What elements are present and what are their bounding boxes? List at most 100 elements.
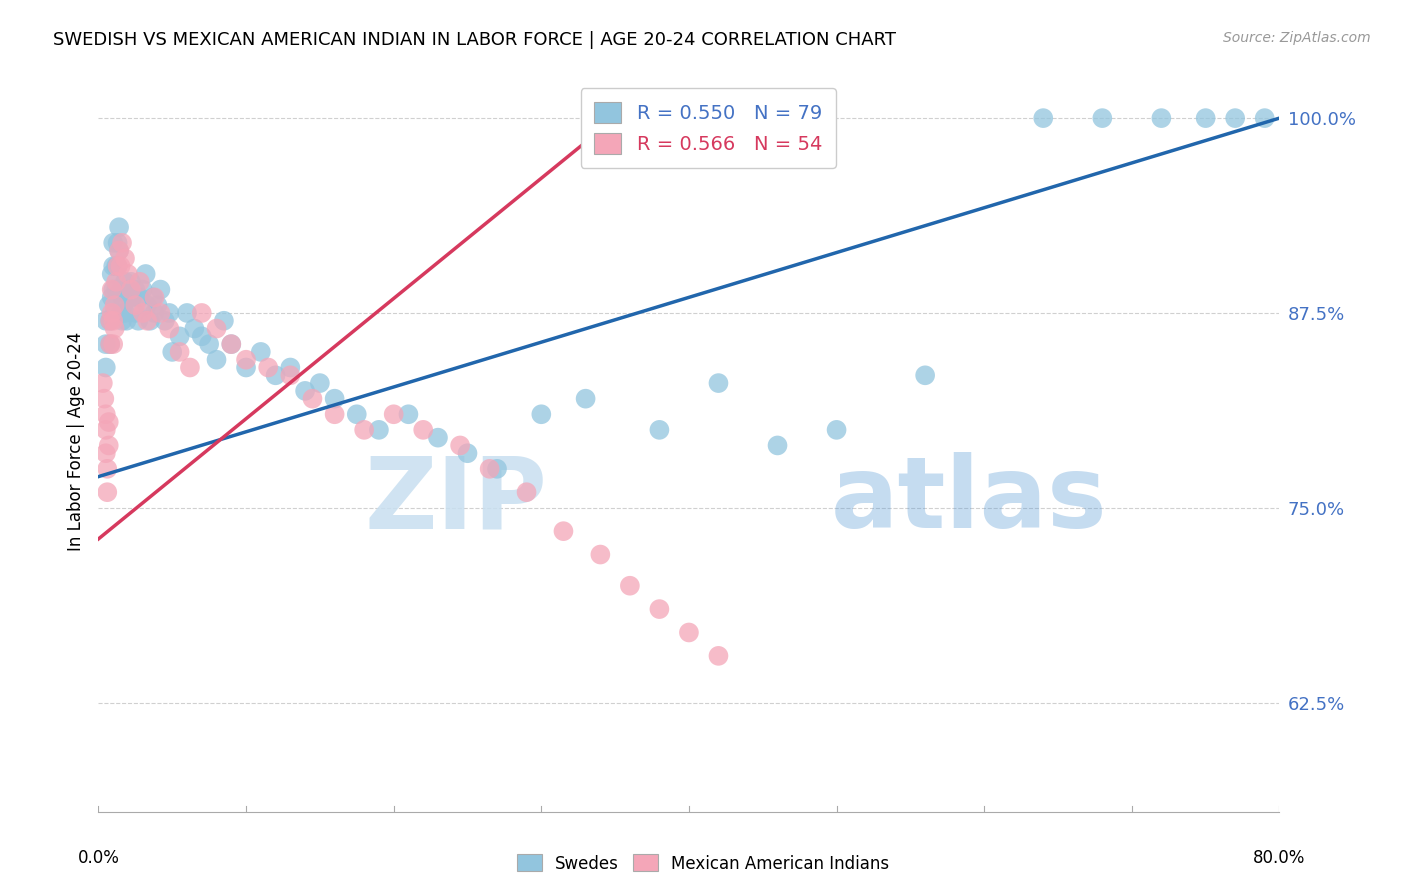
Text: Source: ZipAtlas.com: Source: ZipAtlas.com: [1223, 31, 1371, 45]
Point: [94, 407, 117, 421]
Point: [103, 283, 125, 297]
Point: [162, 345, 183, 359]
Point: [149, 306, 172, 320]
Point: [323, 392, 346, 406]
Point: [114, 306, 136, 320]
Text: ZIP: ZIP: [364, 452, 547, 549]
Point: [98, 314, 121, 328]
Point: [169, 345, 191, 359]
Point: [98, 337, 121, 351]
Point: [110, 306, 132, 320]
Point: [135, 267, 157, 281]
Point: [107, 259, 129, 273]
Point: [97, 438, 120, 452]
Point: [127, 314, 149, 328]
Point: [309, 376, 332, 390]
Point: [1032, 111, 1054, 125]
Point: [914, 368, 936, 383]
Point: [678, 625, 700, 640]
Point: [114, 252, 136, 266]
Point: [97, 415, 120, 429]
Point: [516, 485, 538, 500]
Point: [205, 352, 228, 367]
Point: [98, 337, 121, 351]
Point: [117, 267, 139, 281]
Point: [221, 337, 243, 351]
Point: [212, 314, 235, 328]
Point: [1225, 111, 1247, 125]
Point: [100, 290, 122, 304]
Point: [108, 244, 131, 258]
Text: SWEDISH VS MEXICAN AMERICAN INDIAN IN LABOR FORCE | AGE 20-24 CORRELATION CHART: SWEDISH VS MEXICAN AMERICAN INDIAN IN LA…: [53, 31, 897, 49]
Point: [139, 314, 162, 328]
Point: [94, 446, 117, 460]
Point: [120, 283, 142, 297]
Point: [294, 384, 316, 398]
Point: [301, 392, 323, 406]
Point: [100, 306, 122, 320]
Point: [98, 314, 121, 328]
Point: [104, 321, 127, 335]
Point: [1195, 111, 1218, 125]
Point: [111, 314, 134, 328]
Point: [104, 298, 127, 312]
Point: [648, 602, 671, 616]
Point: [94, 314, 117, 328]
Point: [124, 283, 146, 297]
Point: [103, 235, 125, 250]
Text: 0.0%: 0.0%: [77, 849, 120, 867]
Point: [120, 275, 142, 289]
Point: [107, 259, 129, 273]
Point: [121, 290, 143, 304]
Point: [707, 376, 730, 390]
Point: [280, 368, 302, 383]
Point: [486, 462, 509, 476]
Point: [94, 337, 117, 351]
Text: 80.0%: 80.0%: [1253, 849, 1306, 867]
Point: [132, 283, 155, 297]
Point: [93, 392, 115, 406]
Point: [368, 423, 391, 437]
Point: [179, 360, 201, 375]
Point: [153, 314, 176, 328]
Point: [427, 431, 450, 445]
Point: [128, 275, 150, 289]
Point: [107, 235, 129, 250]
Point: [115, 314, 138, 328]
Point: [108, 220, 131, 235]
Point: [183, 321, 205, 335]
Point: [97, 298, 120, 312]
Point: [132, 306, 155, 320]
Point: [96, 462, 118, 476]
Point: [198, 337, 221, 351]
Point: [191, 329, 214, 343]
Point: [221, 337, 243, 351]
Text: atlas: atlas: [831, 452, 1108, 549]
Point: [257, 360, 280, 375]
Point: [124, 298, 146, 312]
Point: [530, 407, 553, 421]
Point: [1254, 111, 1277, 125]
Point: [105, 283, 128, 297]
Y-axis label: In Labor Force | Age 20-24: In Labor Force | Age 20-24: [66, 332, 84, 551]
Point: [478, 462, 501, 476]
Point: [575, 392, 598, 406]
Point: [114, 275, 136, 289]
Point: [143, 306, 166, 320]
Point: [111, 290, 134, 304]
Legend: R = 0.550   N = 79, R = 0.566   N = 54: R = 0.550 N = 79, R = 0.566 N = 54: [581, 88, 837, 168]
Point: [176, 306, 198, 320]
Point: [128, 290, 150, 304]
Point: [553, 524, 575, 538]
Point: [103, 314, 125, 328]
Point: [1150, 111, 1173, 125]
Point: [105, 259, 128, 273]
Point: [157, 306, 180, 320]
Point: [412, 423, 434, 437]
Point: [94, 360, 117, 375]
Point: [264, 368, 287, 383]
Point: [118, 290, 141, 304]
Point: [323, 407, 346, 421]
Point: [100, 283, 122, 297]
Point: [136, 298, 159, 312]
